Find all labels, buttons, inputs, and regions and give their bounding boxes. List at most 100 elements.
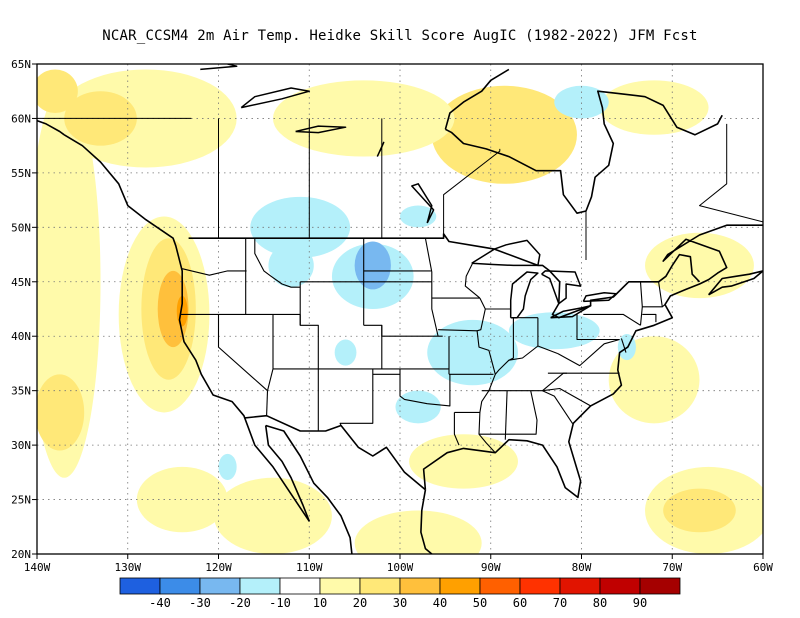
province-boundary bbox=[699, 123, 763, 223]
lat-tick-label: 40N bbox=[11, 330, 31, 343]
lake-winnipeg bbox=[411, 183, 435, 224]
nova-scotia bbox=[707, 270, 763, 296]
lon-tick-label: 110W bbox=[296, 561, 323, 574]
skill-region-18 bbox=[354, 510, 482, 554]
lake-michigan bbox=[509, 271, 539, 319]
colorbar-swatch bbox=[199, 577, 241, 595]
skill-region-23 bbox=[250, 196, 351, 258]
state-boundary bbox=[481, 372, 620, 392]
state-boundary bbox=[399, 374, 451, 407]
lat-tick-label: 50N bbox=[11, 221, 31, 234]
lat-tick-label: 55N bbox=[11, 167, 31, 180]
colorbar-label: -20 bbox=[229, 596, 251, 610]
lon-tick-label: 60W bbox=[753, 561, 773, 574]
colorbar-label: 40 bbox=[433, 596, 447, 610]
colorbar-label: 20 bbox=[353, 596, 367, 610]
state-boundary bbox=[363, 324, 443, 337]
state-boundary bbox=[542, 387, 591, 407]
colorbar-label: -10 bbox=[269, 596, 291, 610]
skill-score-fields bbox=[37, 69, 763, 554]
pacific-coast bbox=[63, 134, 310, 522]
gulf-coast bbox=[422, 224, 763, 499]
colorbar-swatch bbox=[119, 577, 161, 595]
lon-tick-label: 70W bbox=[662, 561, 682, 574]
skill-region-15 bbox=[663, 488, 736, 533]
colorbar-swatch bbox=[359, 577, 401, 595]
great-bear-lake bbox=[200, 64, 238, 71]
colorbar: -40 -30 -20 -10 10 20 30 40 50 60 70 80 90 bbox=[119, 577, 681, 610]
lat-tick-label: 25N bbox=[11, 494, 31, 507]
lake-huron bbox=[541, 270, 582, 305]
state-boundary bbox=[339, 368, 374, 426]
us-mexico-border bbox=[244, 414, 426, 491]
alaska-coast bbox=[37, 119, 65, 136]
reindeer-lake bbox=[376, 141, 385, 157]
colorbar-swatch bbox=[599, 577, 641, 595]
mexico-west-coast bbox=[265, 424, 353, 554]
state-boundary bbox=[642, 313, 657, 323]
lon-tick-label: 100W bbox=[387, 561, 414, 574]
lake-erie bbox=[550, 304, 592, 319]
colorbar-label: 10 bbox=[313, 596, 327, 610]
skill-region-2 bbox=[431, 85, 577, 184]
colorbar-swatch bbox=[399, 577, 441, 595]
colorbar-swatch bbox=[439, 577, 481, 595]
state-boundary bbox=[182, 268, 247, 276]
lon-tick-label: 140W bbox=[24, 561, 51, 574]
skill-region-16 bbox=[409, 434, 518, 489]
hudson-bay bbox=[445, 90, 723, 214]
geographic-outlines bbox=[37, 64, 763, 554]
colorbar-label: 70 bbox=[553, 596, 567, 610]
lat-tick-label: 45N bbox=[11, 276, 31, 289]
lon-tick-label: 130W bbox=[115, 561, 142, 574]
skill-region-32 bbox=[218, 453, 237, 480]
lat-tick-label: 60N bbox=[11, 112, 31, 125]
colorbar-swatch bbox=[639, 577, 681, 595]
skill-region-28 bbox=[395, 390, 441, 424]
skill-region-9 bbox=[37, 374, 85, 451]
skill-region-31 bbox=[554, 85, 609, 119]
colorbar-label: -40 bbox=[149, 596, 171, 610]
colorbar-swatch bbox=[519, 577, 561, 595]
skill-region-13 bbox=[213, 477, 332, 554]
lat-tick-label: 65N bbox=[11, 58, 31, 71]
lat-tick-label: 35N bbox=[11, 385, 31, 398]
colorbar-label: 90 bbox=[633, 596, 647, 610]
hudson-bay-west bbox=[444, 68, 510, 130]
colorbar-label: 80 bbox=[593, 596, 607, 610]
colorbar-label: -30 bbox=[189, 596, 211, 610]
state-boundary bbox=[476, 297, 496, 454]
lon-tick-label: 80W bbox=[572, 561, 592, 574]
colorbar-swatch bbox=[479, 577, 521, 595]
state-boundary bbox=[557, 338, 620, 367]
lat-tick-label: 30N bbox=[11, 439, 31, 452]
skill-region-11 bbox=[37, 69, 78, 113]
state-boundary bbox=[254, 238, 301, 288]
newfoundland bbox=[762, 216, 763, 255]
skill-region-21 bbox=[599, 80, 709, 135]
state-boundary bbox=[494, 345, 559, 375]
lon-tick-label: 90W bbox=[481, 561, 501, 574]
lat-tick-label: 20N bbox=[11, 548, 31, 561]
lake-ontario bbox=[582, 291, 617, 303]
colorbar-swatch bbox=[239, 577, 281, 595]
state-boundary bbox=[438, 329, 478, 332]
colorbar-swatch bbox=[319, 577, 361, 595]
province-boundary bbox=[443, 148, 501, 239]
skill-region-22 bbox=[136, 466, 228, 533]
skill-region-33 bbox=[334, 339, 357, 366]
state-boundary bbox=[453, 412, 460, 446]
skill-region-29 bbox=[268, 243, 314, 288]
us-canada-border bbox=[188, 233, 701, 319]
colorbar-swatch bbox=[279, 577, 321, 595]
state-boundary bbox=[266, 390, 269, 416]
baja-east-coast bbox=[264, 425, 311, 522]
state-boundary bbox=[217, 314, 268, 392]
lon-tick-label: 120W bbox=[205, 561, 232, 574]
state-boundary bbox=[479, 390, 538, 435]
great-slave-lake bbox=[240, 87, 311, 109]
map-title: NCAR_CCSM4 2m Air Temp. Heidke Skill Sco… bbox=[102, 28, 698, 44]
state-boundary bbox=[464, 263, 481, 299]
lake-superior bbox=[471, 239, 541, 267]
